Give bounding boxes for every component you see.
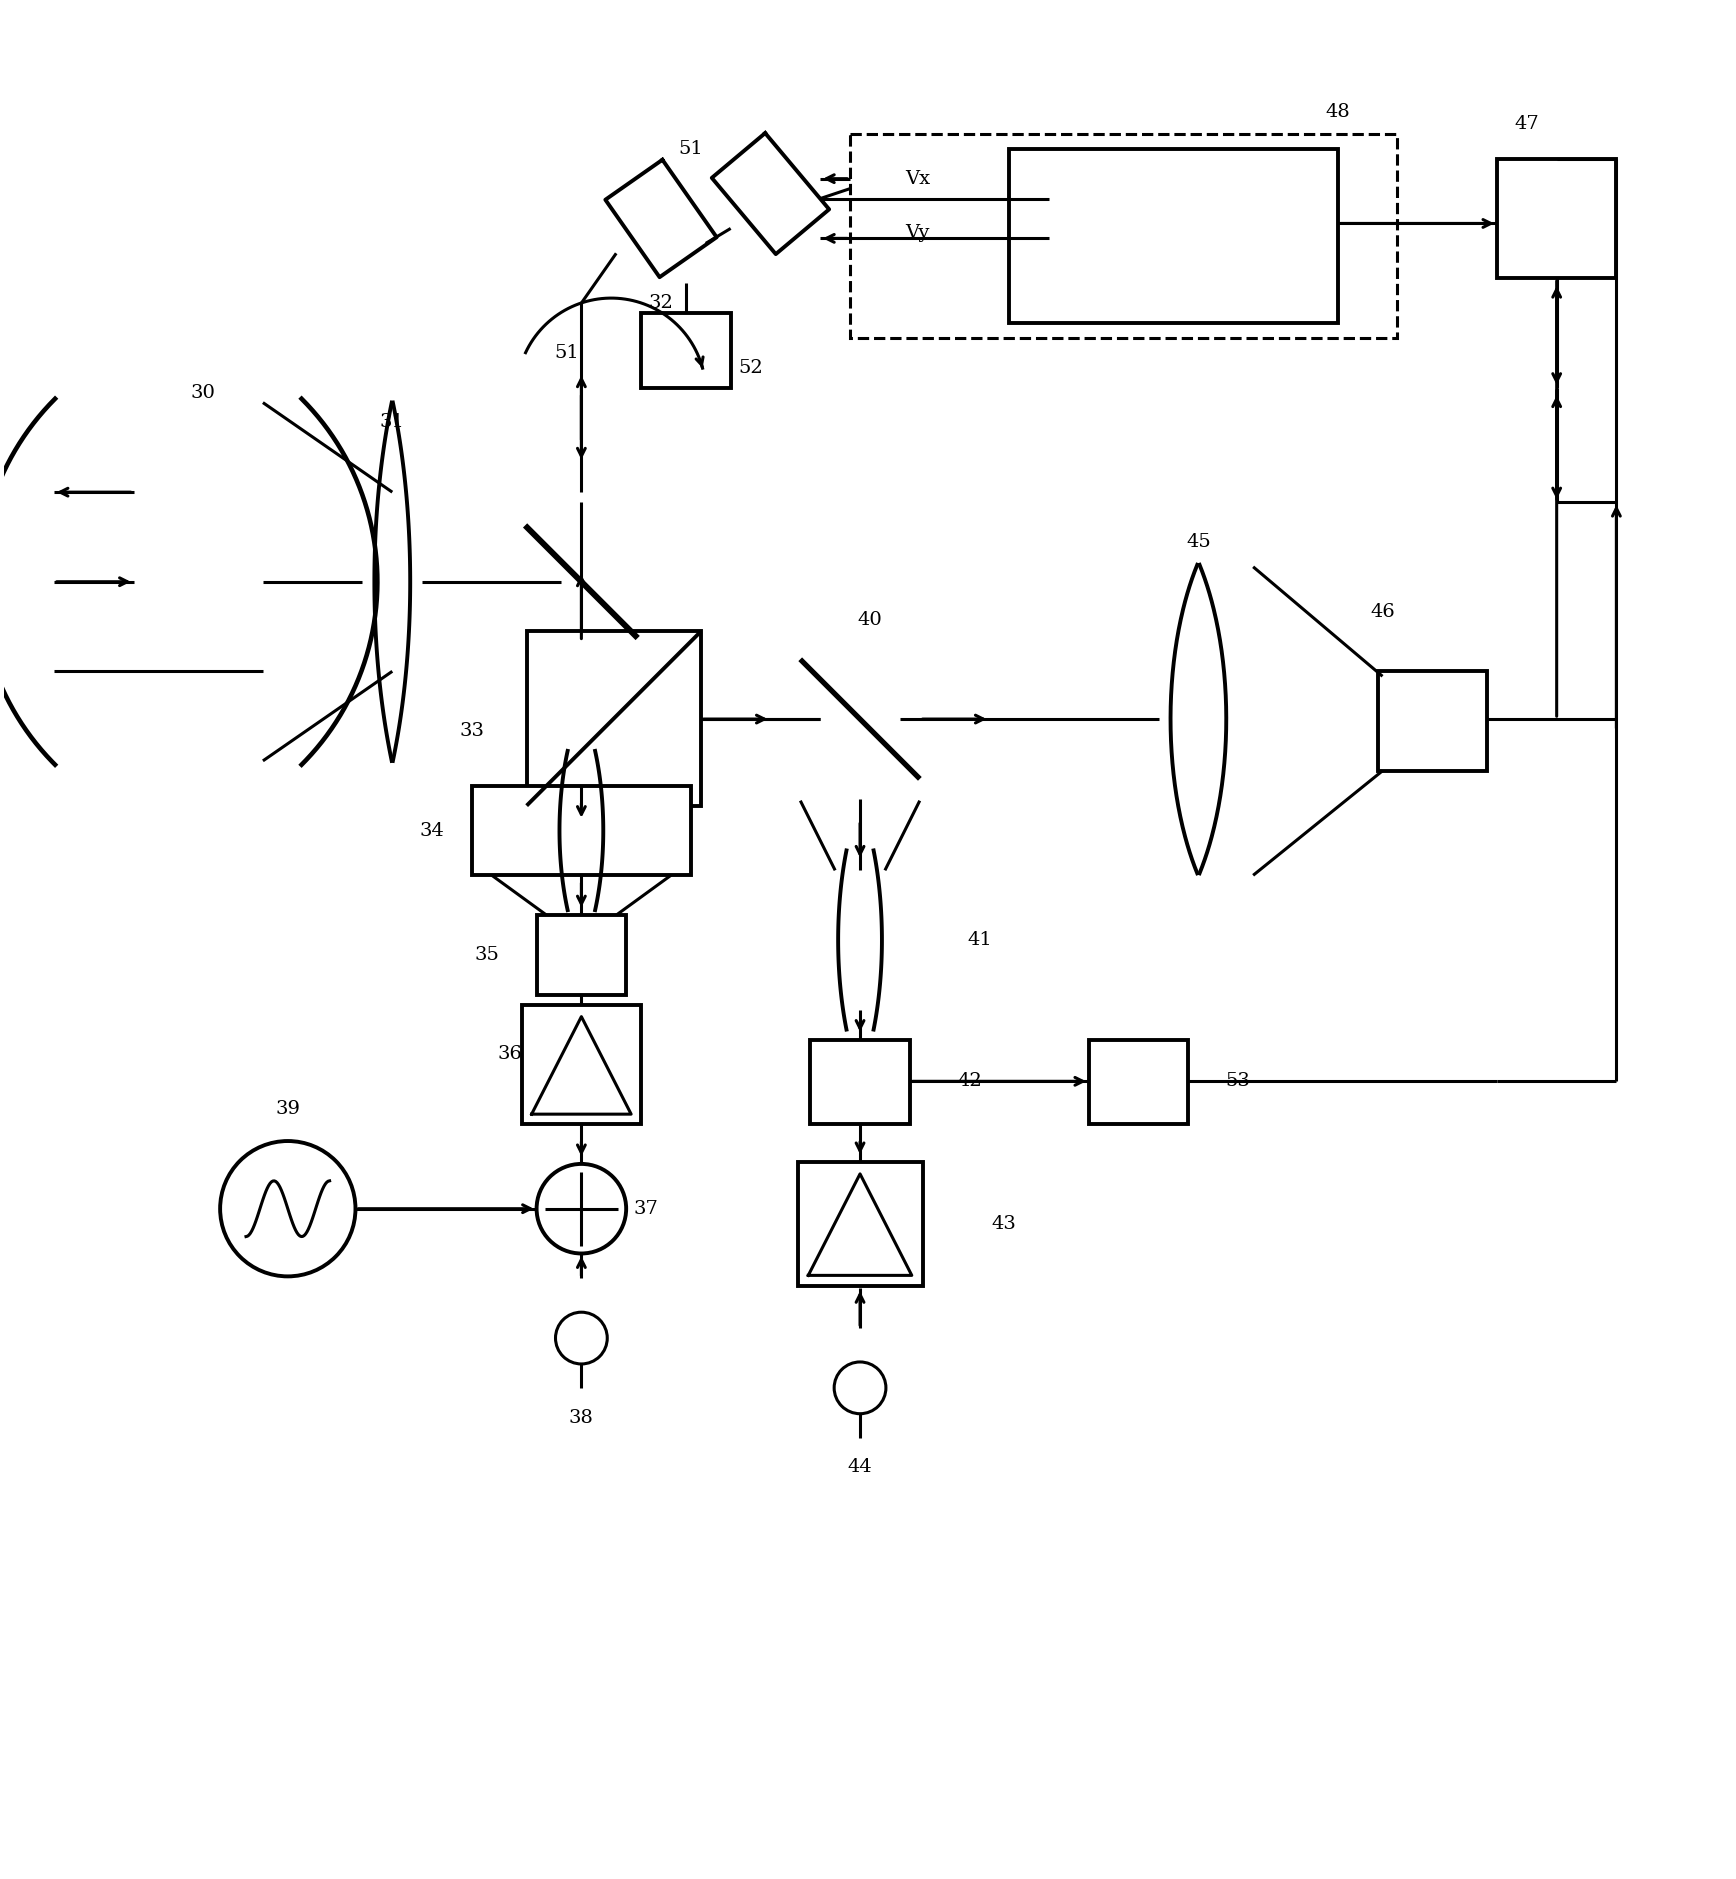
- Text: 38: 38: [569, 1409, 594, 1426]
- Text: 34: 34: [420, 821, 444, 840]
- Bar: [641, 314, 731, 387]
- Text: 51: 51: [679, 139, 703, 158]
- Bar: [472, 785, 691, 876]
- Text: 44: 44: [847, 1458, 873, 1477]
- Text: 45: 45: [1186, 534, 1210, 551]
- Text: 42: 42: [957, 1073, 983, 1090]
- Bar: [811, 1039, 910, 1124]
- Bar: [1496, 158, 1616, 278]
- Bar: [851, 133, 1397, 338]
- Text: 48: 48: [1325, 103, 1351, 120]
- Text: 52: 52: [738, 359, 762, 378]
- Text: Vx: Vx: [904, 169, 930, 188]
- Text: 31: 31: [380, 413, 404, 432]
- Text: 36: 36: [496, 1045, 523, 1064]
- Bar: [1009, 148, 1338, 323]
- Text: Vy: Vy: [904, 224, 929, 242]
- Text: 53: 53: [1226, 1073, 1250, 1090]
- Bar: [1088, 1039, 1189, 1124]
- Bar: [536, 915, 627, 994]
- Bar: [799, 1161, 924, 1287]
- Text: 41: 41: [967, 930, 991, 949]
- Text: 43: 43: [991, 1214, 1017, 1233]
- Text: 35: 35: [474, 945, 500, 964]
- Bar: [1378, 671, 1488, 770]
- Text: 47: 47: [1514, 115, 1540, 133]
- Text: 30: 30: [191, 383, 215, 402]
- Text: 37: 37: [634, 1199, 658, 1218]
- Text: 40: 40: [858, 611, 882, 629]
- Text: 39: 39: [276, 1101, 300, 1118]
- Text: 33: 33: [460, 722, 484, 740]
- Text: 51: 51: [554, 344, 580, 363]
- Bar: [526, 631, 701, 806]
- Text: 46: 46: [1370, 603, 1396, 620]
- Bar: [523, 1005, 641, 1124]
- Text: 32: 32: [649, 295, 674, 312]
